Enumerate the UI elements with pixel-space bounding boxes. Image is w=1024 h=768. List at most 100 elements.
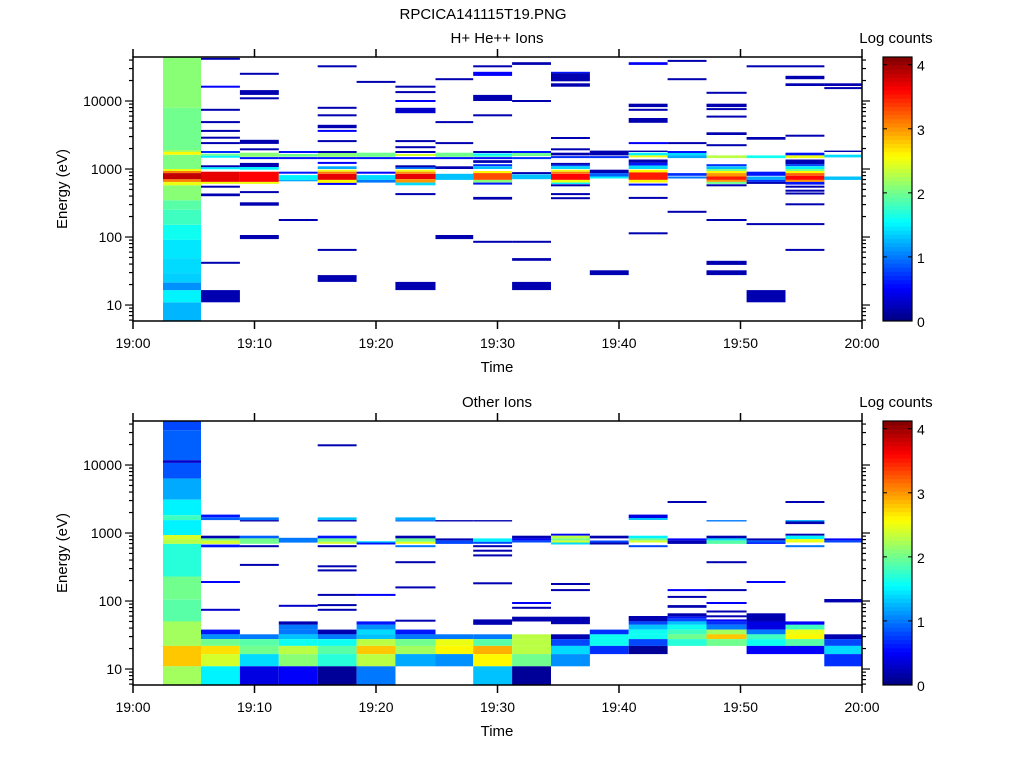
colorbar-step bbox=[883, 462, 912, 467]
colorbar-step bbox=[883, 421, 912, 426]
spectrogram-cell bbox=[163, 463, 201, 479]
spectrogram-cell bbox=[356, 542, 396, 545]
spectrogram-cell bbox=[239, 152, 279, 157]
spectrogram-cell bbox=[785, 629, 825, 635]
x-tick-label: 19:50 bbox=[723, 699, 758, 715]
spectrogram-line bbox=[706, 91, 747, 94]
spectrogram-cell bbox=[201, 181, 240, 184]
spectrogram-cell bbox=[706, 176, 747, 180]
spectrogram-line bbox=[551, 197, 590, 200]
colorbar-step bbox=[883, 478, 912, 484]
spectrogram-cell bbox=[435, 166, 474, 169]
spectrogram-line bbox=[356, 80, 396, 83]
spectrogram-cell bbox=[785, 166, 825, 169]
colorbar-step bbox=[883, 548, 912, 554]
spectrogram-line bbox=[201, 121, 240, 124]
spectrogram-cell bbox=[201, 290, 240, 303]
spectrogram-cell bbox=[628, 616, 668, 622]
spectrogram-line bbox=[201, 108, 240, 111]
spectrogram-line bbox=[628, 108, 668, 111]
spectrogram-cell bbox=[356, 634, 396, 640]
spectrogram-cell bbox=[512, 152, 551, 157]
spectrogram-cell bbox=[628, 518, 668, 520]
colorbar-step bbox=[883, 77, 912, 83]
spectrogram-line bbox=[395, 151, 436, 153]
colorbar-step bbox=[883, 433, 912, 438]
spectrogram-cell bbox=[473, 654, 513, 667]
spectrogram-cell bbox=[317, 173, 357, 180]
spectrogram-cell bbox=[317, 545, 357, 548]
spectrogram-cell bbox=[667, 616, 707, 619]
colorbar-step bbox=[883, 259, 912, 264]
colorbar-tick-label: 1 bbox=[917, 614, 925, 630]
spectrogram-line bbox=[201, 581, 240, 583]
spectrogram-line bbox=[395, 165, 436, 168]
spectrogram-cell bbox=[356, 175, 396, 180]
spectrogram-line bbox=[239, 157, 279, 160]
spectrogram-cell bbox=[746, 542, 786, 544]
spectrogram-line bbox=[317, 248, 357, 251]
colorbar-step bbox=[883, 445, 912, 451]
spectrogram-line bbox=[512, 240, 551, 243]
spectrogram-cell bbox=[278, 654, 318, 667]
spectrogram-line bbox=[278, 604, 318, 607]
spectrogram-cell bbox=[317, 645, 357, 655]
x-tick-label: 19:50 bbox=[723, 335, 758, 351]
spectrogram-cell bbox=[163, 539, 201, 544]
spectrogram-cell bbox=[395, 538, 436, 542]
spectrogram-cell bbox=[201, 535, 240, 539]
spectrogram-cell bbox=[239, 181, 279, 184]
spectrogram-cell bbox=[239, 202, 279, 206]
spectrogram-cell bbox=[473, 94, 513, 101]
spectrogram-cell bbox=[785, 624, 825, 630]
x-tick-label: 19:30 bbox=[480, 335, 515, 351]
spectrogram-line bbox=[201, 165, 240, 168]
x-axis-label: Time bbox=[481, 723, 514, 740]
colorbar-step bbox=[883, 482, 912, 488]
colorbar-step bbox=[883, 308, 912, 314]
spectrogram-cell bbox=[785, 621, 825, 625]
spectrogram-cell bbox=[473, 71, 513, 76]
spectrogram-line bbox=[317, 182, 357, 185]
spectrogram-cell bbox=[163, 460, 201, 463]
spectrogram-line bbox=[512, 100, 551, 102]
spectrogram-line bbox=[395, 140, 436, 143]
colorbar-step bbox=[883, 118, 912, 124]
spectrogram-cell bbox=[395, 654, 436, 667]
spectrogram-cell bbox=[746, 137, 786, 140]
spectrogram-cell bbox=[395, 167, 436, 169]
colorbar-step bbox=[883, 594, 912, 599]
spectrogram-cell bbox=[473, 541, 513, 544]
spectrogram-cell bbox=[317, 517, 357, 521]
spectrogram-cell bbox=[667, 634, 707, 640]
spectrogram-cell bbox=[163, 107, 201, 150]
spectrogram-cell bbox=[785, 539, 825, 543]
spectrogram-cell bbox=[435, 639, 474, 646]
spectrogram-line bbox=[435, 142, 474, 145]
colorbar-tick-label: 0 bbox=[917, 314, 925, 330]
spectrogram-cell bbox=[239, 545, 279, 548]
spectrogram-line bbox=[473, 582, 513, 585]
spectrogram-cell bbox=[551, 71, 590, 74]
spectrogram-cell bbox=[395, 169, 436, 172]
spectrogram-cell bbox=[512, 535, 551, 539]
spectrogram-cell bbox=[667, 540, 707, 544]
spectrogram-cell bbox=[201, 645, 240, 655]
spectrogram-line bbox=[785, 185, 825, 188]
spectrogram-cell bbox=[667, 613, 707, 617]
colorbar-step bbox=[883, 491, 912, 496]
spectrogram-cell bbox=[163, 181, 201, 186]
spectrogram-cell bbox=[667, 155, 707, 159]
spectrogram-plot-area: 19:00 19:10 19:20 19:30 19:40 19:50 20:0010100… bbox=[83, 49, 925, 351]
spectrogram-cell bbox=[239, 666, 279, 685]
colorbar-step bbox=[883, 474, 912, 480]
spectrogram-cell bbox=[278, 175, 318, 180]
spectrogram-line bbox=[473, 157, 513, 160]
colorbar-step bbox=[883, 487, 912, 492]
colorbar-tick-label: 4 bbox=[917, 58, 925, 74]
colorbar-step bbox=[883, 288, 912, 293]
spectrogram-cell bbox=[551, 166, 590, 169]
colorbar-step bbox=[883, 586, 912, 591]
colorbar-label: Log counts bbox=[859, 394, 932, 411]
spectrogram-cell bbox=[239, 517, 279, 521]
